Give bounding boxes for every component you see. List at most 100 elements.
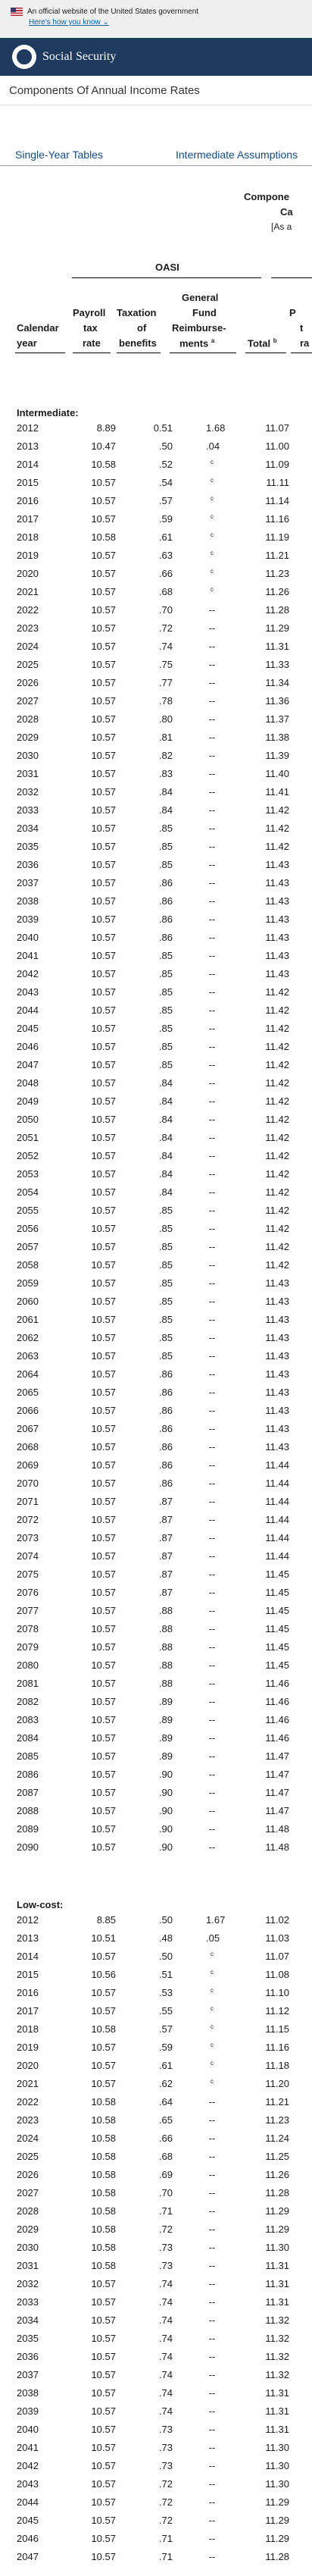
col-next-l1: P — [289, 307, 296, 318]
cell-general-fund: -- — [208, 1259, 216, 1271]
cell-year: 2021 — [17, 586, 39, 597]
cell-general-fund: -- — [208, 1004, 216, 1016]
cell-total: 11.30 — [265, 2242, 289, 2253]
table-row: 2054 10.57 .84 -- 11.42 — [0, 1183, 312, 1201]
table-row: 2078 10.57 .88 -- 11.45 — [0, 1619, 312, 1637]
cell-general-fund: -- — [208, 1732, 216, 1744]
cell-year: 2023 — [17, 622, 39, 634]
cell-year: 2022 — [17, 604, 39, 616]
cell-taxation: .86 — [158, 1405, 173, 1416]
cell-total: 11.42 — [265, 1077, 289, 1089]
cell-taxation: .71 — [158, 2551, 173, 2562]
cell-total: 11.43 — [265, 895, 289, 907]
cell-general-fund: -- — [208, 1496, 216, 1507]
cell-taxation: .84 — [158, 1114, 173, 1125]
cell-taxation: .59 — [158, 2042, 173, 2053]
cell-year: 2033 — [17, 2296, 39, 2308]
cell-taxation: .84 — [158, 1095, 173, 1107]
cell-taxation: .70 — [158, 2187, 173, 2198]
cell-payroll-rate: 10.57 — [91, 1423, 116, 1434]
cell-year: 2025 — [17, 2151, 39, 2162]
cell-payroll-rate: 10.57 — [91, 986, 116, 998]
cell-year: 2012 — [17, 422, 39, 434]
cell-year: 2083 — [17, 1714, 39, 1725]
section-title: Low-cost: — [17, 1899, 64, 1910]
cell-year: 2051 — [17, 1132, 39, 1143]
table-row: 2062 10.57 .85 -- 11.43 — [0, 1328, 312, 1346]
cell-year: 2015 — [17, 1969, 39, 1980]
cell-year: 2057 — [17, 1241, 39, 1252]
cell-taxation: .89 — [158, 1750, 173, 1762]
cell-year: 2064 — [17, 1368, 39, 1380]
cell-year: 2025 — [17, 659, 39, 670]
section-title: Intermediate: — [17, 407, 79, 418]
cell-year: 2037 — [17, 877, 39, 888]
cell-payroll-rate: 10.57 — [91, 1168, 116, 1180]
cell-general-fund: -- — [208, 2169, 216, 2180]
cell-year: 2067 — [17, 1423, 39, 1434]
cell-year: 2077 — [17, 1605, 39, 1616]
col-total: Total b — [248, 337, 277, 349]
cell-general-fund: c — [211, 513, 214, 520]
cell-taxation: .72 — [158, 2478, 173, 2490]
cell-general-fund: c — [211, 2060, 214, 2067]
cell-taxation: .85 — [158, 1205, 173, 1216]
site-brand[interactable]: Social Security — [42, 50, 117, 63]
cell-taxation: .54 — [158, 477, 173, 488]
cell-total: 11.02 — [265, 1914, 289, 1926]
cell-general-fund: -- — [208, 786, 216, 798]
cell-taxation: .73 — [158, 2242, 173, 2253]
cell-taxation: .86 — [158, 932, 173, 943]
how-you-know-link[interactable]: Here's how you know ⌄ — [29, 18, 109, 27]
cell-general-fund: -- — [208, 2296, 216, 2308]
cell-year: 2028 — [17, 713, 39, 725]
table-row: 2068 10.57 .86 -- 11.43 — [0, 1437, 312, 1456]
cell-total: 11.32 — [265, 2333, 289, 2344]
cell-total: 11.28 — [265, 604, 289, 616]
tab-intermediate[interactable]: Intermediate Assumptions — [176, 149, 298, 161]
ssa-seal-icon[interactable] — [12, 45, 36, 69]
cell-general-fund: -- — [208, 2442, 216, 2453]
cell-total: 11.45 — [265, 1641, 289, 1653]
table-row: 2077 10.57 .88 -- 11.45 — [0, 1601, 312, 1619]
cell-total: 11.42 — [265, 1205, 289, 1216]
table-row: 2018 10.58 .57 c 11.15 — [0, 2020, 312, 2038]
cell-total: 11.46 — [265, 1696, 289, 1707]
cell-payroll-rate: 10.57 — [91, 477, 116, 488]
table-row: 2057 10.57 .85 -- 11.42 — [0, 1237, 312, 1255]
cell-taxation: .84 — [158, 1150, 173, 1161]
cell-general-fund: 1.67 — [206, 1914, 226, 1926]
cell-payroll-rate: 10.57 — [91, 1678, 116, 1689]
tab-single-year[interactable]: Single-Year Tables — [15, 149, 103, 161]
cell-year: 2063 — [17, 1350, 39, 1362]
cell-year: 2028 — [17, 2205, 39, 2217]
cell-total: 11.31 — [265, 641, 289, 652]
cell-year: 2029 — [17, 2223, 39, 2235]
cell-year: 2030 — [17, 2242, 39, 2253]
table-row: 2052 10.57 .84 -- 11.42 — [0, 1146, 312, 1164]
cell-general-fund: c — [211, 1987, 214, 1994]
cell-taxation: .73 — [158, 2424, 173, 2435]
table-row: 2066 10.57 .86 -- 11.43 — [0, 1401, 312, 1419]
cell-general-fund: -- — [208, 2478, 216, 2490]
cell-total: 11.43 — [265, 932, 289, 943]
cell-total: 11.11 — [266, 477, 289, 488]
cell-taxation: .85 — [158, 1259, 173, 1271]
cell-year: 2058 — [17, 1259, 39, 1271]
cell-year: 2036 — [17, 859, 39, 870]
cell-general-fund: -- — [208, 950, 216, 961]
table-row: 2043 10.57 .72 -- 11.30 — [0, 2474, 312, 2493]
table-row: 2022 10.57 .70 -- 11.28 — [0, 600, 312, 619]
cell-year: 2036 — [17, 2351, 39, 2362]
cell-general-fund: -- — [208, 1168, 216, 1180]
cell-general-fund: -- — [208, 2278, 216, 2289]
cell-total: 11.42 — [265, 1223, 289, 1234]
cell-payroll-rate: 10.57 — [91, 2533, 116, 2544]
cell-taxation: .68 — [158, 586, 173, 597]
cell-year: 2079 — [17, 1641, 39, 1653]
cell-total: 11.31 — [265, 2278, 289, 2289]
cell-taxation: .84 — [158, 1132, 173, 1143]
cell-general-fund: -- — [208, 1150, 216, 1161]
col-next-l3: ra — [300, 337, 310, 349]
cell-year: 2032 — [17, 786, 39, 798]
